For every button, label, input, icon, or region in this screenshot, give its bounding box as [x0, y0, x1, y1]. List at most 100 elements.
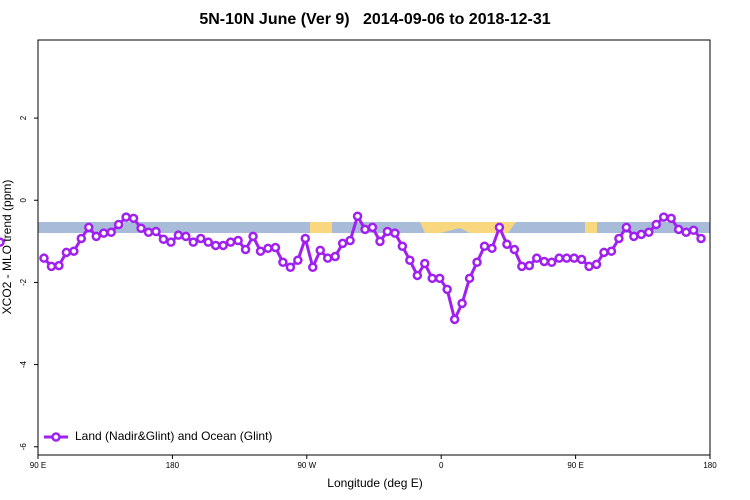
point: [666, 213, 676, 224]
point: [285, 262, 296, 272]
point: [427, 273, 437, 284]
y-axis-label: XCO2 - MLO trend (ppm): [0, 180, 14, 315]
point: [218, 240, 228, 251]
point: [472, 257, 482, 268]
point: [225, 237, 236, 247]
point: [121, 212, 131, 222]
point: [561, 253, 572, 263]
point: [509, 244, 520, 255]
point: [479, 241, 490, 252]
point: [517, 261, 527, 272]
x-tick-label: 180: [166, 461, 180, 470]
point: [46, 261, 57, 272]
legend-marker: [51, 432, 61, 442]
point: [54, 260, 64, 271]
point: [84, 222, 94, 233]
y-tick-label: -6: [19, 443, 28, 451]
point: [367, 222, 378, 233]
point: [255, 246, 266, 256]
point: [98, 228, 109, 238]
point: [591, 259, 602, 270]
point: [390, 228, 400, 238]
point: [614, 233, 624, 244]
x-tick-label: 90 E: [30, 461, 46, 470]
point: [554, 253, 564, 263]
point: [330, 251, 340, 262]
point: [181, 231, 191, 242]
point: [397, 241, 408, 252]
point: [196, 233, 206, 244]
point: [315, 245, 325, 256]
point: [405, 255, 415, 265]
point: [681, 227, 691, 238]
x-tick-label: 0: [439, 461, 444, 470]
point: [576, 254, 587, 265]
point: [345, 235, 355, 246]
x-tick-label: 90 E: [567, 461, 583, 470]
legend-label: Land (Nadir&Glint) and Ocean (Glint): [75, 429, 272, 443]
point: [524, 260, 535, 271]
x-tick-label: 90 W: [297, 461, 316, 470]
point: [76, 233, 87, 244]
point: [599, 247, 609, 258]
point: [658, 212, 669, 222]
point: [464, 273, 475, 284]
point: [696, 233, 706, 244]
point: [688, 225, 699, 235]
point: [651, 219, 661, 230]
point: [91, 231, 101, 242]
point: [487, 243, 497, 254]
point: [584, 261, 594, 272]
point: [420, 258, 430, 269]
point: [442, 284, 452, 295]
point: [136, 223, 146, 233]
point: [240, 244, 251, 255]
point: [606, 246, 617, 256]
point: [173, 230, 184, 240]
point: [233, 235, 243, 246]
point: [263, 243, 273, 254]
point: [532, 253, 542, 263]
point: [300, 233, 311, 244]
point: [375, 236, 385, 247]
point: [449, 314, 460, 325]
point: [69, 246, 79, 256]
x-axis-label: Longitude (deg E): [327, 476, 422, 490]
point: [278, 257, 288, 268]
point: [412, 270, 423, 281]
point: [270, 242, 281, 253]
chart-title: 5N-10N June (Ver 9) 2014-09-06 to 2018-1…: [199, 11, 550, 28]
point: [248, 231, 258, 242]
point: [494, 222, 505, 233]
point: [360, 224, 370, 235]
point: [629, 231, 639, 242]
y-tick-label: -2: [19, 278, 28, 286]
point: [457, 298, 467, 309]
plot-frame: [37, 39, 711, 456]
point: [621, 222, 632, 233]
point: [539, 256, 549, 267]
point: [151, 226, 161, 237]
point: [382, 226, 393, 237]
point: [128, 213, 139, 224]
point: [39, 253, 49, 263]
point: [546, 257, 557, 268]
point: [188, 237, 199, 247]
point: [166, 237, 176, 247]
point: [352, 211, 363, 222]
point: [143, 227, 154, 238]
point: [106, 227, 116, 238]
point: [636, 229, 647, 240]
point: [673, 224, 684, 235]
x-tick-label: 180: [703, 461, 717, 470]
point: [569, 253, 579, 263]
point: [337, 238, 348, 249]
point: [644, 227, 654, 238]
point: [434, 273, 445, 284]
point: [322, 253, 333, 263]
point: [61, 247, 72, 258]
point: [113, 219, 124, 230]
y-tick-label: 2: [19, 115, 28, 120]
y-tick-label: -4: [19, 361, 28, 369]
